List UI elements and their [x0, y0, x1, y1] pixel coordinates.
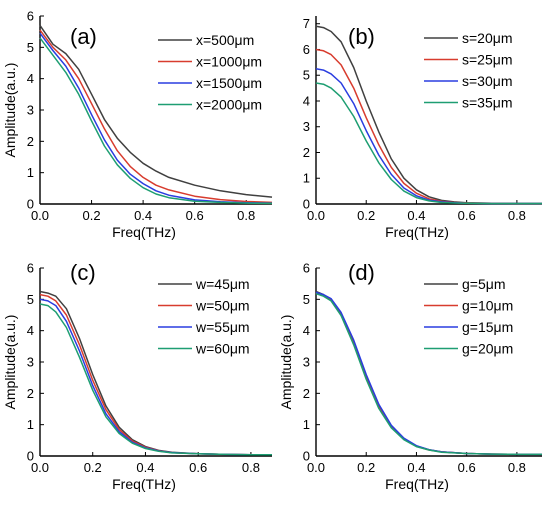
- series-line-1: [39, 24, 273, 198]
- x-tick-label: 0.6: [458, 208, 476, 223]
- y-tick-label: 2: [27, 386, 34, 401]
- x-axis-label: Freq(THz): [112, 224, 176, 240]
- x-tick-label: 0.4: [136, 460, 154, 475]
- series-line-3: [315, 291, 542, 456]
- x-tick-label: 0.0: [307, 460, 325, 475]
- x-tick-label: 0.4: [407, 460, 425, 475]
- legend: s=20μm s=25μm s=30μm s=35μm: [424, 30, 512, 111]
- y-tick-label: 3: [303, 355, 310, 370]
- y-tick-label: 0: [27, 197, 34, 212]
- series-line-1: [315, 290, 542, 456]
- legend-label: w=55μm: [195, 319, 250, 335]
- legend-label: x=500μm: [196, 32, 254, 48]
- y-tick-label: 4: [27, 323, 34, 338]
- panel-label: (d): [348, 260, 375, 285]
- y-tick-label: 1: [303, 171, 310, 186]
- y-tick-label: 2: [303, 386, 310, 401]
- legend: g=5μm g=10μm g=15μm g=20μm: [424, 276, 513, 357]
- x-tick-label: 0.4: [134, 208, 152, 223]
- y-tick-label: 6: [27, 261, 34, 276]
- y-tick-label: 5: [27, 292, 34, 307]
- legend-label: x=2000μm: [196, 97, 262, 113]
- x-tick-label: 0.2: [83, 208, 101, 223]
- y-tick-label: 3: [27, 103, 34, 118]
- x-tick-label: 0.8: [508, 460, 526, 475]
- series-line-1: [39, 290, 272, 456]
- y-tick-label: 5: [27, 40, 34, 55]
- legend-label: s=30μm: [462, 73, 512, 89]
- x-tick-label: 0.2: [84, 460, 102, 475]
- panel-label: (a): [70, 24, 97, 49]
- legend-label: s=20μm: [462, 30, 512, 46]
- legend-label: w=45μm: [195, 276, 250, 292]
- series-line-4: [315, 82, 542, 205]
- y-tick-label: 3: [303, 119, 310, 134]
- panel-label: (c): [70, 260, 96, 285]
- x-axis-label: Freq(THz): [385, 476, 449, 492]
- legend-label: g=20μm: [462, 341, 513, 357]
- series-line-4: [39, 37, 273, 205]
- panel-a: 0.0 0.2 0.4 0.6 0.8 0 1 2 3 4 5 6 Freq(THz) Amplitude…: [2, 9, 273, 240]
- panel-b: 0.0 0.2 0.4 0.6 0.8 0 1 2 3 4 5 6 7 Freq(THz) (b) s=20μ…: [303, 16, 542, 240]
- x-tick-label: 0.0: [31, 460, 49, 475]
- legend-label: x=1000μm: [196, 54, 262, 70]
- x-tick-label: 0.8: [237, 208, 255, 223]
- x-tick-label: 0.8: [508, 208, 526, 223]
- legend: x=500μm x=1000μm x=1500μm x=2000μm: [158, 32, 262, 113]
- y-axis-label: Amplitude(a.u.): [278, 315, 294, 410]
- legend: w=45μm w=50μm w=55μm w=60μm: [158, 276, 250, 357]
- y-tick-label: 1: [27, 417, 34, 432]
- series-line-4: [39, 303, 272, 456]
- legend-label: g=15μm: [462, 319, 513, 335]
- x-tick-label: 0.8: [242, 460, 260, 475]
- y-axis-label: Amplitude(a.u.): [2, 315, 18, 410]
- y-tick-label: 2: [303, 145, 310, 160]
- legend-label: g=10μm: [462, 298, 513, 314]
- y-tick-label: 6: [27, 9, 34, 24]
- series-line-2: [315, 292, 542, 456]
- x-tick-label: 0.6: [186, 208, 204, 223]
- y-tick-label: 0: [303, 449, 310, 464]
- legend-label: s=25μm: [462, 52, 512, 68]
- panel-c: 0.0 0.2 0.4 0.6 0.8 0 1 2 3 4 5 6 Freq(THz) Amplitude…: [2, 260, 272, 492]
- x-tick-label: 0.0: [307, 208, 325, 223]
- y-tick-label: 5: [303, 68, 310, 83]
- y-tick-label: 4: [303, 93, 310, 108]
- y-tick-label: 1: [303, 417, 310, 432]
- y-tick-label: 4: [27, 71, 34, 86]
- series-line-3: [315, 68, 542, 205]
- legend-label: w=60μm: [195, 341, 250, 357]
- legend-label: g=5μm: [462, 276, 505, 292]
- y-tick-label: 0: [27, 449, 34, 464]
- legend-label: s=35μm: [462, 95, 512, 111]
- y-axis-label: Amplitude(a.u.): [2, 63, 18, 158]
- series-line-4: [315, 292, 542, 456]
- panel-d: 0.0 0.2 0.4 0.6 0.8 0 1 2 3 4 5 6 Freq(THz) Amplitude…: [278, 260, 542, 492]
- y-tick-label: 5: [303, 292, 310, 307]
- y-tick-label: 0: [303, 197, 310, 212]
- x-axis-label: Freq(THz): [385, 224, 449, 240]
- x-tick-label: 0.2: [357, 460, 375, 475]
- x-tick-label: 0.6: [189, 460, 207, 475]
- y-tick-label: 7: [303, 16, 310, 31]
- series-line-2: [39, 29, 273, 204]
- x-axis-label: Freq(THz): [112, 476, 176, 492]
- x-tick-label: 0.2: [357, 208, 375, 223]
- x-tick-label: 0.4: [407, 208, 425, 223]
- y-tick-label: 2: [27, 134, 34, 149]
- y-tick-label: 3: [27, 355, 34, 370]
- y-tick-label: 4: [303, 323, 310, 338]
- y-tick-label: 6: [303, 42, 310, 57]
- panel-label: (b): [348, 24, 375, 49]
- y-tick-label: 6: [303, 261, 310, 276]
- series-line-3: [39, 32, 273, 204]
- x-tick-label: 0.6: [458, 460, 476, 475]
- x-tick-label: 0.0: [31, 208, 49, 223]
- y-tick-label: 1: [27, 165, 34, 180]
- legend-label: x=1500μm: [196, 75, 262, 91]
- legend-label: w=50μm: [195, 298, 250, 314]
